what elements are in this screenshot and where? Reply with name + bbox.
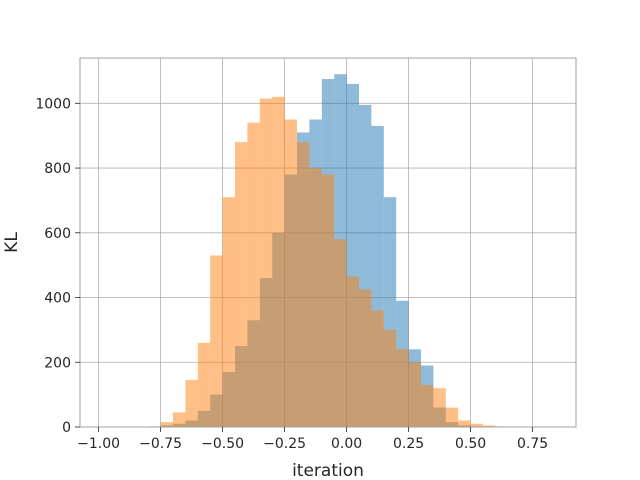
histogram-bar — [470, 423, 483, 427]
y-tick-label: 1000 — [35, 96, 71, 112]
histogram-bar — [334, 239, 347, 427]
histogram-bar — [371, 310, 384, 427]
x-tick-label: −0.50 — [201, 436, 244, 452]
histogram-bar — [160, 422, 173, 427]
histogram-bar — [408, 362, 421, 427]
series-2-bars — [160, 96, 521, 428]
histogram-bar — [185, 380, 198, 427]
histogram-bar — [396, 349, 409, 427]
histogram-bar — [445, 407, 459, 427]
x-tick-label: 0.25 — [393, 436, 424, 452]
y-tick-label: 800 — [44, 161, 71, 177]
histogram-bar — [173, 412, 186, 427]
x-tick-label: 0.00 — [331, 436, 362, 452]
histogram-bar — [259, 98, 273, 428]
histogram-bar — [346, 276, 359, 427]
axis-ticks: −1.00 −0.75 −0.50 −0.25 0.00 0.25 0.50 0.75 0 200… — [35, 96, 548, 452]
x-tick-label: −1.00 — [77, 436, 120, 452]
x-tick-label: 0.50 — [455, 436, 486, 452]
plot-area-frame — [79, 57, 577, 428]
x-tick-label: −0.75 — [139, 436, 182, 452]
histogram-bar — [321, 174, 335, 427]
y-axis-label: KL — [2, 232, 22, 253]
histogram-bar — [383, 329, 397, 427]
histogram-bar — [458, 420, 471, 427]
histogram-bar — [284, 119, 297, 427]
x-tick-label: −0.25 — [263, 436, 306, 452]
histogram-bar — [247, 122, 260, 427]
x-axis-label: iteration — [292, 461, 364, 480]
y-tick-label: 400 — [44, 291, 71, 307]
histogram-bar — [309, 168, 322, 428]
histogram-bar — [235, 142, 248, 427]
x-tick-label: 0.75 — [517, 436, 548, 452]
histogram-bars — [148, 74, 521, 428]
histogram-bar — [210, 255, 223, 427]
histogram-bar — [421, 384, 434, 427]
histogram-bar — [359, 289, 372, 427]
histogram-bar — [222, 197, 235, 427]
y-tick-label: 200 — [44, 355, 71, 371]
histogram-bar — [483, 425, 496, 427]
histogram-bar — [297, 142, 310, 427]
y-tick-label: 0 — [62, 420, 71, 436]
histogram-bar — [433, 388, 446, 427]
histogram-bar — [197, 342, 211, 427]
y-tick-label: 600 — [44, 226, 71, 242]
histogram-bar — [272, 96, 285, 427]
